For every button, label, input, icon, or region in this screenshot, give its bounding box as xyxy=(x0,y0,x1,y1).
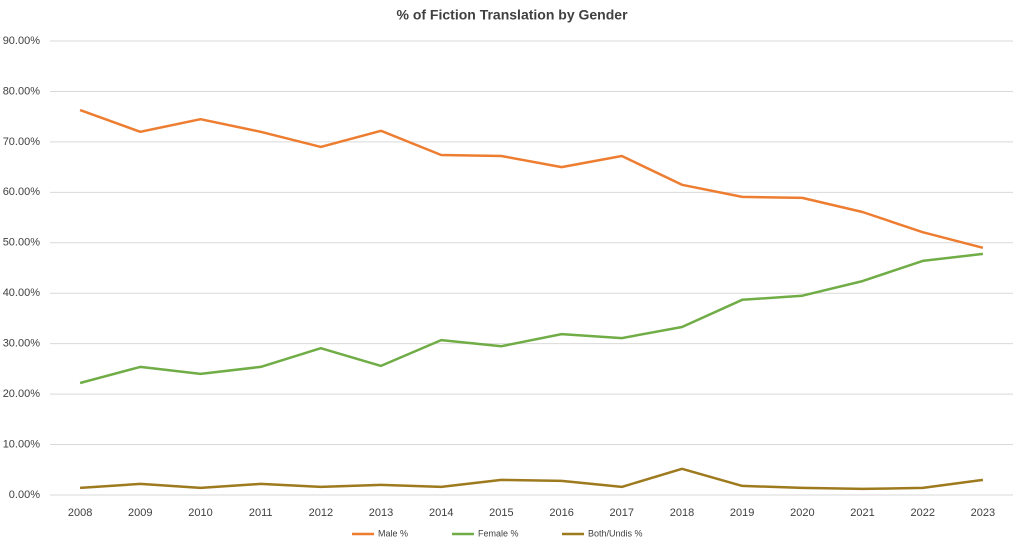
y-tick-label: 30.00% xyxy=(3,338,41,350)
x-tick-label: 2015 xyxy=(489,507,513,519)
x-tick-label: 2022 xyxy=(910,507,934,519)
y-tick-label: 0.00% xyxy=(9,489,40,501)
legend-label: Female % xyxy=(478,528,519,538)
x-tick-label: 2019 xyxy=(730,507,754,519)
data-line xyxy=(79,252,984,385)
y-tick-label: 50.00% xyxy=(3,237,41,249)
x-tick-label: 2021 xyxy=(850,507,874,519)
x-tick-label: 2023 xyxy=(971,507,995,519)
x-tick-label: 2010 xyxy=(188,507,212,519)
x-tick-label: 2017 xyxy=(610,507,634,519)
x-tick-label: 2009 xyxy=(128,507,152,519)
x-tick-label: 2008 xyxy=(68,507,92,519)
y-tick-label: 70.00% xyxy=(3,136,41,148)
x-tick-label: 2011 xyxy=(249,507,273,519)
x-tick-label: 2014 xyxy=(429,507,453,519)
y-tick-label: 40.00% xyxy=(3,287,41,299)
y-tick-label: 80.00% xyxy=(3,85,41,97)
legend-label: Male % xyxy=(378,528,408,538)
data-line xyxy=(80,467,984,491)
x-tick-label: 2018 xyxy=(670,507,694,519)
x-tick-label: 2013 xyxy=(369,507,393,519)
y-tick-label: 90.00% xyxy=(3,35,41,47)
y-tick-label: 10.00% xyxy=(3,438,41,450)
y-tick-label: 60.00% xyxy=(3,186,41,198)
x-tick-label: 2020 xyxy=(790,507,814,519)
y-tick-label: 20.00% xyxy=(3,388,41,400)
data-line xyxy=(79,108,984,250)
x-tick-label: 2016 xyxy=(549,507,573,519)
chart-title: % of Fiction Translation by Gender xyxy=(396,7,628,23)
legend-label: Both/Undis % xyxy=(588,528,643,538)
x-tick-label: 2012 xyxy=(309,507,333,519)
